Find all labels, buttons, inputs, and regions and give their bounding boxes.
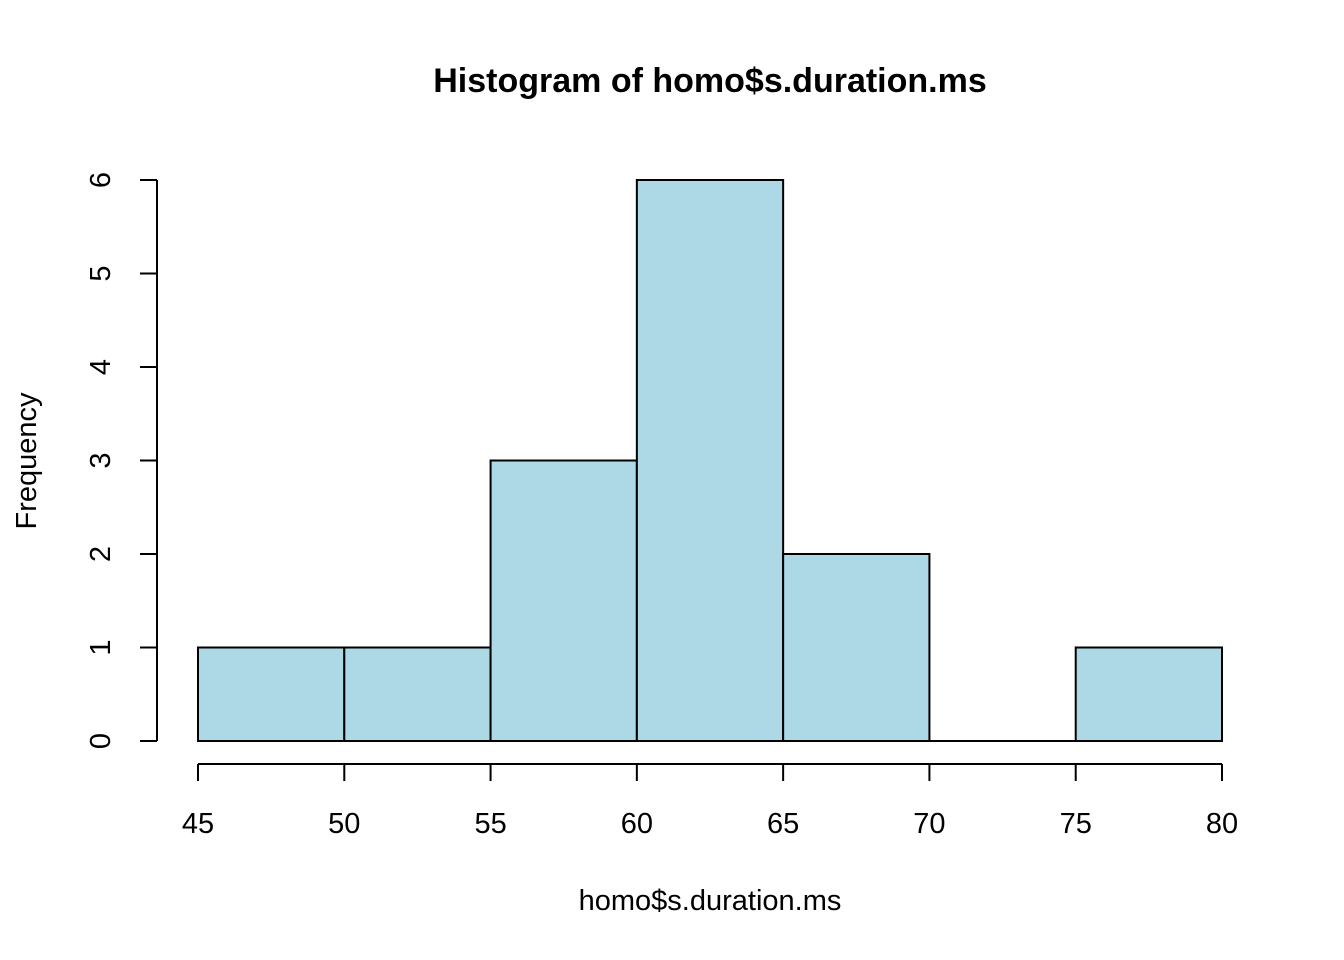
histogram-bar-50-55 [343,646,492,742]
x-tick-label: 60 [621,808,653,840]
y-tick-label: 5 [85,265,117,281]
histogram-bar-45-50 [197,646,346,742]
x-tick-label: 55 [474,808,506,840]
y-axis-label: Frequency [11,392,43,530]
chart-title: Histogram of homo$s.duration.ms [433,62,987,100]
x-tick-label: 70 [913,808,945,840]
histogram-bar-75-80 [1074,646,1223,742]
y-tick-label: 2 [85,546,117,562]
x-axis-label: homo$s.duration.ms [579,885,842,917]
y-tick-label: 1 [85,639,117,655]
x-tick-label: 45 [182,808,214,840]
histogram-bar-60-65 [635,179,785,742]
y-tick-label: 6 [85,172,117,188]
x-tick-label: 75 [1060,808,1092,840]
x-tick-label: 65 [767,808,799,840]
bars-group [197,179,1223,742]
y-tick-label: 4 [85,359,117,375]
x-tick-label: 80 [1206,808,1238,840]
histogram-bar-55-60 [489,459,638,742]
x-axis: 45 50 55 60 65 70 75 80 [182,763,1238,840]
y-tick-label: 3 [85,452,117,468]
histogram-bar-65-70 [782,553,931,742]
y-tick-label: 0 [85,733,117,749]
y-axis: 0 1 2 3 4 5 6 [85,172,158,749]
x-tick-label: 50 [328,808,360,840]
